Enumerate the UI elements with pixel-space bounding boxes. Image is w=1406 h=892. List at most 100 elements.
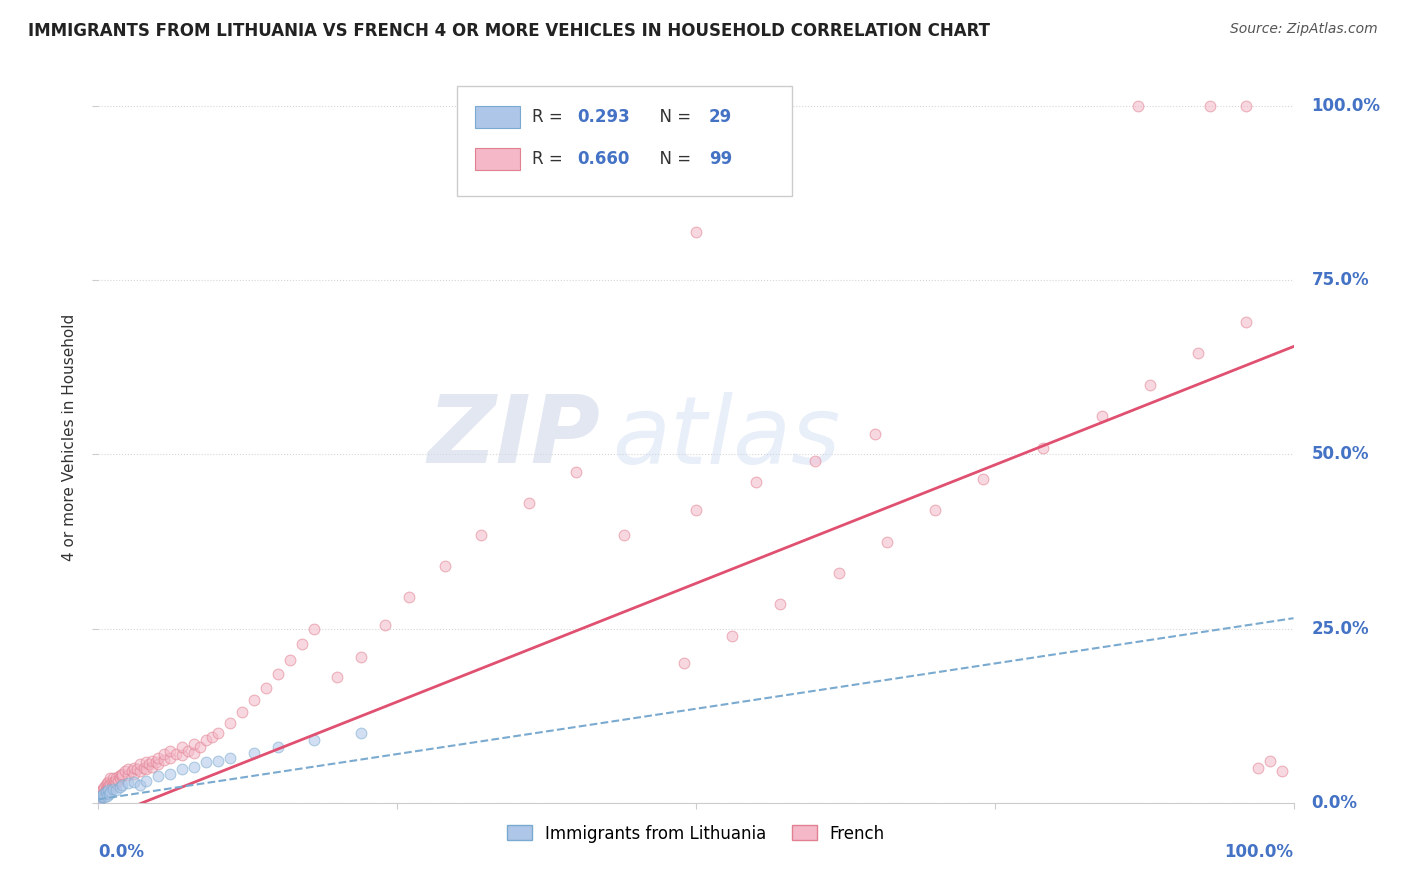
- Text: 100.0%: 100.0%: [1312, 97, 1381, 115]
- Point: [141, 754, 163, 768]
- FancyBboxPatch shape: [457, 86, 792, 195]
- Text: 0.293: 0.293: [578, 109, 630, 127]
- Point: [188, 740, 211, 755]
- Point: [94, 785, 117, 799]
- Point: [470, 527, 492, 541]
- Point: [350, 649, 373, 664]
- Point: [153, 747, 176, 761]
- Point: [93, 780, 115, 795]
- Point: [1032, 441, 1054, 455]
- Point: [876, 534, 898, 549]
- Text: R =: R =: [533, 109, 568, 127]
- Point: [124, 761, 146, 775]
- Point: [267, 740, 290, 755]
- Y-axis label: 4 or more Vehicles in Household: 4 or more Vehicles in Household: [62, 313, 77, 561]
- Text: 75.0%: 75.0%: [1312, 271, 1369, 289]
- Point: [219, 715, 242, 730]
- Point: [1128, 99, 1150, 113]
- Point: [172, 748, 194, 763]
- Point: [374, 618, 396, 632]
- Point: [124, 766, 146, 780]
- Point: [111, 769, 134, 783]
- Point: [101, 781, 124, 796]
- Point: [104, 773, 127, 788]
- Point: [103, 775, 125, 789]
- Point: [107, 769, 129, 783]
- Point: [195, 756, 218, 770]
- Point: [135, 763, 157, 777]
- Point: [565, 465, 588, 479]
- Point: [121, 764, 143, 779]
- Text: 0.660: 0.660: [578, 150, 630, 168]
- Text: N =: N =: [650, 150, 697, 168]
- Point: [107, 773, 129, 788]
- Point: [291, 637, 314, 651]
- Point: [302, 622, 325, 636]
- Point: [98, 788, 121, 802]
- Point: [98, 785, 122, 799]
- Point: [243, 746, 266, 760]
- Point: [172, 740, 194, 755]
- Point: [105, 776, 128, 790]
- Point: [1234, 99, 1257, 113]
- Point: [91, 789, 114, 803]
- Point: [129, 757, 152, 772]
- Point: [117, 776, 139, 790]
- Point: [243, 692, 266, 706]
- Point: [159, 766, 181, 780]
- Text: R =: R =: [533, 150, 568, 168]
- Point: [98, 778, 121, 792]
- Point: [201, 730, 224, 744]
- Point: [517, 496, 540, 510]
- Point: [108, 780, 131, 795]
- FancyBboxPatch shape: [475, 106, 520, 128]
- Point: [129, 778, 152, 792]
- Point: [159, 750, 181, 764]
- FancyBboxPatch shape: [475, 148, 520, 170]
- Point: [685, 503, 707, 517]
- Point: [267, 667, 290, 681]
- Point: [89, 792, 111, 806]
- Point: [207, 754, 229, 768]
- Point: [685, 225, 707, 239]
- Point: [105, 783, 128, 797]
- Point: [207, 726, 229, 740]
- Point: [101, 772, 124, 786]
- Point: [94, 778, 117, 792]
- Point: [135, 756, 157, 770]
- Point: [96, 776, 118, 790]
- Text: ZIP: ZIP: [427, 391, 600, 483]
- Point: [1187, 346, 1209, 360]
- Point: [254, 681, 277, 695]
- Point: [1258, 754, 1281, 768]
- Point: [97, 780, 120, 795]
- Point: [148, 757, 170, 772]
- Point: [97, 775, 120, 789]
- Point: [326, 670, 349, 684]
- Text: 50.0%: 50.0%: [1312, 445, 1369, 464]
- Text: atlas: atlas: [613, 392, 841, 483]
- Text: 25.0%: 25.0%: [1312, 620, 1369, 638]
- Point: [613, 527, 636, 541]
- Point: [972, 472, 994, 486]
- Point: [1271, 764, 1294, 779]
- Point: [91, 783, 114, 797]
- Point: [219, 750, 242, 764]
- Point: [97, 783, 120, 797]
- Point: [350, 726, 373, 740]
- Point: [865, 426, 887, 441]
- Point: [110, 768, 132, 782]
- Point: [153, 753, 176, 767]
- Point: [117, 763, 139, 777]
- Point: [108, 772, 131, 786]
- Point: [100, 775, 122, 789]
- Point: [1234, 315, 1257, 329]
- Point: [91, 781, 114, 796]
- Point: [96, 781, 118, 796]
- Text: Source: ZipAtlas.com: Source: ZipAtlas.com: [1230, 22, 1378, 37]
- Point: [148, 750, 170, 764]
- Point: [278, 653, 301, 667]
- Point: [398, 591, 420, 605]
- Point: [768, 597, 790, 611]
- Point: [804, 454, 827, 468]
